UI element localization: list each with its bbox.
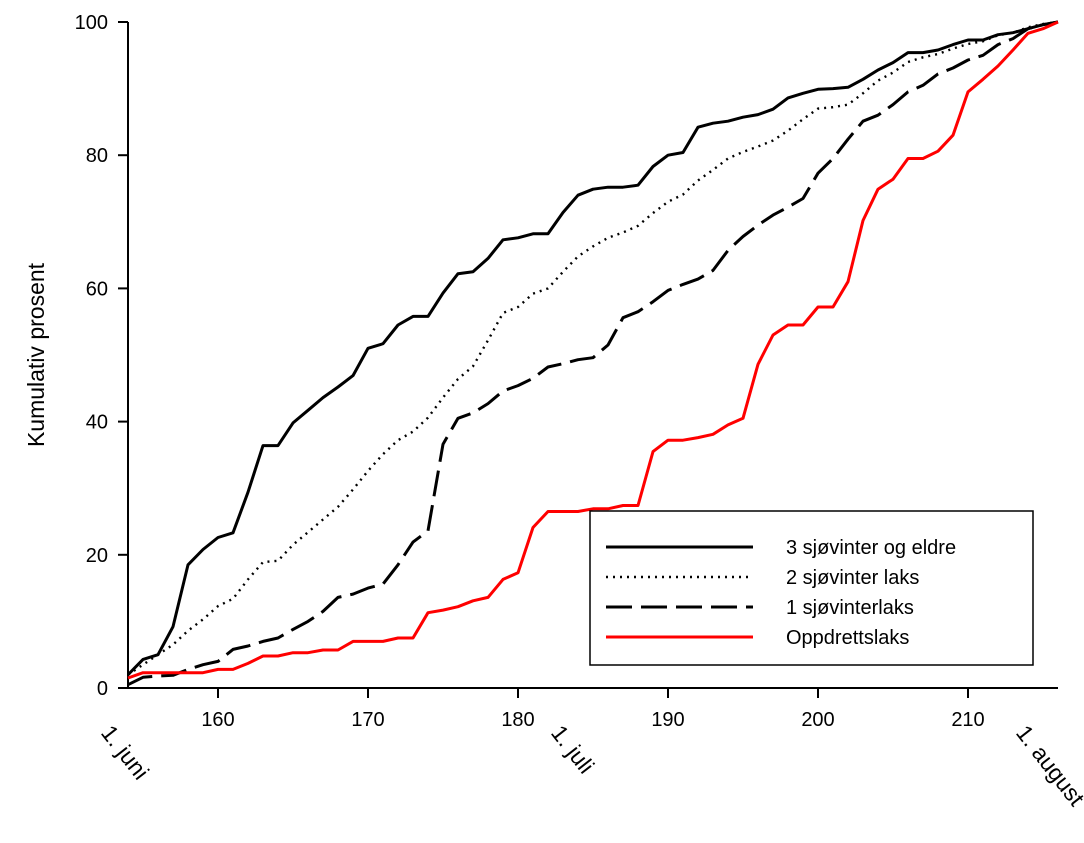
date-marker-label: 1. juli (546, 720, 600, 778)
y-tick-label: 80 (86, 145, 108, 167)
legend-label: 3 sjøvinter og eldre (786, 537, 956, 559)
legend-label: 2 sjøvinter laks (786, 567, 919, 589)
legend-label: Oppdrettslaks (786, 627, 909, 649)
series-line (127, 20, 1059, 676)
x-tick-label: 170 (351, 709, 384, 731)
y-tick-label: 20 (86, 545, 108, 567)
axes: 0 20 40 60 80 100 160 170 180 190 200 210 Kumulativ … (23, 12, 1084, 811)
x-tick-label: 180 (501, 709, 534, 731)
y-tick-label: 60 (86, 278, 108, 300)
x-tick-label: 190 (651, 709, 684, 731)
y-axis-title: Kumulativ prosent (23, 262, 49, 447)
x-tick-label: 210 (951, 709, 984, 731)
date-marker-label: 1. august (1011, 720, 1084, 811)
legend-label: 1 sjøvinterlaks (786, 597, 914, 619)
y-tick-label: 40 (86, 412, 108, 434)
y-tick-label: 0 (97, 678, 108, 700)
legend: 3 sjøvinter og eldre 2 sjøvinter laks 1 sj… (589, 510, 1034, 666)
y-tick-label: 100 (75, 12, 108, 34)
x-tick-label: 160 (201, 709, 234, 731)
series-layer (126, 20, 1059, 687)
series-line (126, 20, 1059, 676)
date-marker-label: 1. juni (96, 720, 154, 784)
series-line (127, 20, 1059, 680)
x-tick-label: 200 (801, 709, 834, 731)
legend-box (589, 510, 1034, 666)
series-line (127, 20, 1059, 687)
